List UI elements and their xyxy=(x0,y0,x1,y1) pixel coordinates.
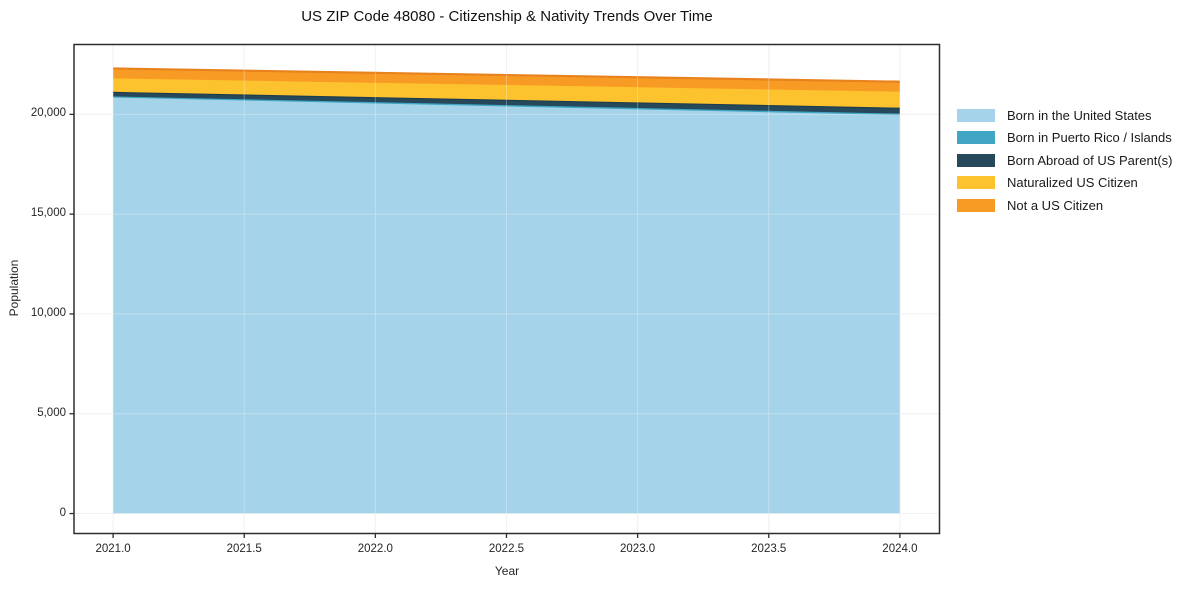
legend-label: Naturalized US Citizen xyxy=(1007,175,1138,191)
legend-label: Born in the United States xyxy=(1007,107,1152,123)
legend-label: Not a US Citizen xyxy=(1007,197,1104,213)
area-born-abroad-of-us-parent-s xyxy=(113,91,900,114)
legend: Born in the United States Born in Puerto … xyxy=(957,104,1172,217)
legend-label: Born in Puerto Rico / Islands xyxy=(1007,130,1172,146)
legend-swatch xyxy=(957,153,995,167)
legend-label: Born Abroad of US Parent(s) xyxy=(1007,152,1173,168)
legend-item-not-a-us-citizen: Not a US Citizen xyxy=(957,194,1172,217)
legend-swatch xyxy=(957,198,995,212)
legend-swatch xyxy=(957,176,995,190)
legend-item-born-abroad-of-us-parent-s: Born Abroad of US Parent(s) xyxy=(957,149,1172,172)
legend-item-born-in-puerto-rico-islands: Born in Puerto Rico / Islands xyxy=(957,127,1172,150)
chart-title: US ZIP Code 48080 - Citizenship & Nativi… xyxy=(301,8,713,25)
legend-item-naturalized-us-citizen: Naturalized US Citizen xyxy=(957,172,1172,195)
area-born-in-the-united-states xyxy=(113,97,900,514)
legend-item-born-in-the-united-states: Born in the United States xyxy=(957,104,1172,127)
x-axis-label: Year xyxy=(494,564,520,578)
area-naturalized-us-citizen xyxy=(113,78,900,108)
area-not-a-us-citizen xyxy=(113,68,900,92)
y-axis-label: Population xyxy=(7,259,21,317)
legend-swatch xyxy=(957,131,995,145)
area-edge-not-a-us-citizen xyxy=(113,67,900,83)
legend-swatch xyxy=(957,108,995,122)
